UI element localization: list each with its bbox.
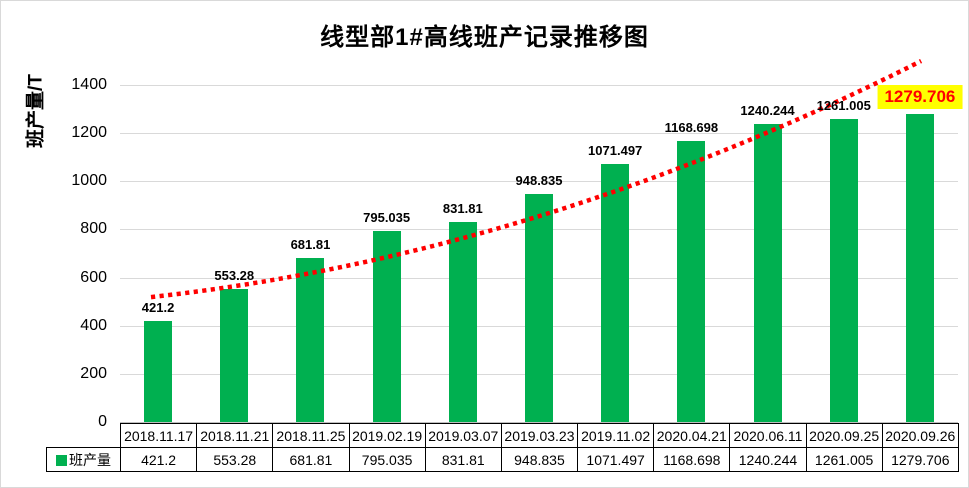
trendline-path (150, 58, 923, 300)
bar (753, 123, 782, 422)
y-tick-label: 1000 (71, 172, 107, 190)
bar-value-label: 1071.497 (588, 143, 643, 159)
date-cell: 2020.09.25 (805, 423, 883, 448)
date-cell: 2019.11.02 (577, 423, 655, 448)
bar (829, 118, 858, 422)
trendline-dotted (150, 58, 923, 300)
date-cell: 2019.03.07 (424, 423, 502, 448)
date-cell: 2018.11.25 (272, 423, 350, 448)
bar (144, 320, 173, 422)
bar (372, 230, 401, 422)
legend-cell: 班产量 (46, 447, 121, 472)
bar (905, 114, 934, 422)
bar (525, 193, 553, 422)
bar-value-label: 831.81 (442, 200, 483, 216)
value-cell: 681.81 (272, 447, 350, 472)
gridline (120, 181, 958, 183)
y-tick-label: 0 (98, 413, 107, 430)
bar-value-label: 421.2 (141, 299, 175, 315)
date-cell: 2019.02.19 (348, 423, 426, 448)
y-tick-label: 600 (80, 268, 107, 286)
bar (677, 140, 706, 422)
bar-value-label: 553.28 (214, 267, 255, 283)
bar (601, 164, 630, 422)
chart-title: 线型部1#高线班产记录推移图 (320, 24, 649, 51)
y-tick-label: 1400 (71, 76, 107, 94)
date-cell: 2020.04.21 (653, 423, 731, 448)
bar-value-label-highlighted: 1279.706 (877, 85, 963, 110)
bar-value-label: 1168.698 (664, 119, 719, 135)
bar (296, 257, 325, 422)
date-cell: 2020.09.26 (881, 423, 959, 448)
legend-label: 班产量 (69, 451, 111, 468)
bar (448, 221, 477, 422)
bar-value-label: 681.81 (290, 236, 331, 252)
y-tick-label: 400 (80, 316, 107, 334)
plot-area: 421.2 553.28 681.81 795.035 831.81 948.835 107… (120, 58, 963, 423)
table-corner-spacer (47, 424, 121, 448)
date-cell: 2018.11.21 (196, 423, 274, 448)
bar-value-label: 1261.005 (816, 97, 871, 113)
date-cell: 2018.11.17 (119, 423, 198, 448)
bar-value-label: 795.035 (363, 209, 411, 225)
value-cell: 553.28 (196, 447, 274, 472)
value-cell: 831.81 (424, 447, 502, 472)
y-tick-label: 800 (80, 220, 107, 238)
y-tick-label: 200 (80, 364, 107, 382)
value-cell: 421.2 (119, 447, 198, 472)
value-cell: 1279.706 (881, 447, 959, 472)
gridline (120, 85, 958, 87)
gridline (120, 133, 958, 135)
date-cell: 2019.03.23 (500, 423, 579, 448)
bar-value-label: 948.835 (515, 172, 563, 188)
date-cell: 2020.06.11 (729, 423, 807, 448)
value-cell: 1168.698 (653, 447, 731, 472)
data-table: 2018.11.17 2018.11.21 2018.11.25 2019.02.19… (46, 423, 959, 472)
y-tick-label: 1200 (71, 124, 107, 142)
legend-swatch-icon (56, 454, 67, 466)
bar-value-label: 1240.244 (740, 102, 795, 118)
value-cell: 948.835 (500, 447, 579, 472)
value-cell: 1071.497 (577, 447, 655, 472)
value-cell: 1240.244 (729, 447, 807, 472)
bar (220, 288, 249, 422)
value-cell: 795.035 (348, 447, 426, 472)
value-cell: 1261.005 (805, 447, 883, 472)
